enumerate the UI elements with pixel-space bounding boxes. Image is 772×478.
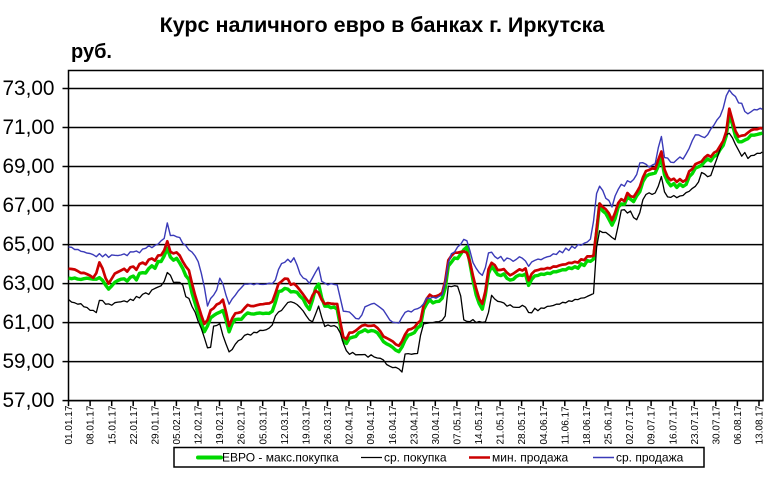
svg-text:59,00: 59,00 <box>2 350 54 373</box>
svg-text:23.04.17: 23.04.17 <box>409 405 420 444</box>
svg-text:мин. продажа: мин. продажа <box>492 451 569 465</box>
svg-text:16.07.17: 16.07.17 <box>668 405 679 444</box>
svg-text:69,00: 69,00 <box>2 155 54 178</box>
svg-text:18.06.17: 18.06.17 <box>582 405 593 444</box>
svg-text:57,00: 57,00 <box>2 389 54 412</box>
svg-text:04.06.17: 04.06.17 <box>539 405 550 444</box>
svg-text:13.08.17: 13.08.17 <box>755 405 766 444</box>
svg-text:28.05.17: 28.05.17 <box>517 405 528 444</box>
svg-text:21.05.17: 21.05.17 <box>496 405 507 444</box>
svg-text:30.04.17: 30.04.17 <box>431 405 442 444</box>
svg-text:63,00: 63,00 <box>2 272 54 295</box>
svg-text:67,00: 67,00 <box>2 194 54 217</box>
svg-text:19.02.17: 19.02.17 <box>215 405 226 444</box>
svg-text:30.07.17: 30.07.17 <box>711 405 722 444</box>
svg-text:65,00: 65,00 <box>2 233 54 256</box>
svg-text:12.03.17: 12.03.17 <box>280 405 291 444</box>
svg-text:19.03.17: 19.03.17 <box>302 405 313 444</box>
svg-text:23.07.17: 23.07.17 <box>690 405 701 444</box>
svg-text:11.06.17: 11.06.17 <box>560 406 571 445</box>
svg-text:12.02.17: 12.02.17 <box>194 405 205 444</box>
svg-text:61,00: 61,00 <box>2 311 54 334</box>
svg-text:02.04.17: 02.04.17 <box>345 405 356 444</box>
svg-text:25.06.17: 25.06.17 <box>604 405 615 444</box>
svg-text:73,00: 73,00 <box>2 77 54 100</box>
svg-text:22.01.17: 22.01.17 <box>129 405 140 444</box>
svg-text:09.07.17: 09.07.17 <box>647 405 658 444</box>
svg-text:14.05.17: 14.05.17 <box>474 405 485 444</box>
svg-text:ср. продажа: ср. продажа <box>616 451 684 465</box>
svg-text:71,00: 71,00 <box>2 116 54 139</box>
svg-text:05.02.17: 05.02.17 <box>172 405 183 444</box>
svg-text:26.03.17: 26.03.17 <box>323 405 334 444</box>
svg-text:02.07.17: 02.07.17 <box>625 405 636 444</box>
svg-text:01.01.17: 01.01.17 <box>64 405 75 444</box>
svg-text:16.04.17: 16.04.17 <box>388 405 399 444</box>
svg-text:Курс наличного евро в банках г: Курс наличного евро в банках г. Иркутска <box>160 13 606 37</box>
svg-text:26.02.17: 26.02.17 <box>237 405 248 444</box>
svg-text:06.08.17: 06.08.17 <box>733 405 744 444</box>
svg-text:15.01.17: 15.01.17 <box>107 405 118 444</box>
svg-text:ЕВРО - макс.покупка: ЕВРО - макс.покупка <box>222 451 339 465</box>
svg-text:05.03.17: 05.03.17 <box>258 405 269 444</box>
svg-text:29.01.17: 29.01.17 <box>150 405 161 444</box>
svg-text:08.01.17: 08.01.17 <box>86 405 97 444</box>
svg-text:руб.: руб. <box>71 41 112 63</box>
svg-text:07.05.17: 07.05.17 <box>453 405 464 444</box>
svg-text:09.04.17: 09.04.17 <box>366 405 377 444</box>
svg-text:ср. покупка: ср. покупка <box>384 451 447 465</box>
